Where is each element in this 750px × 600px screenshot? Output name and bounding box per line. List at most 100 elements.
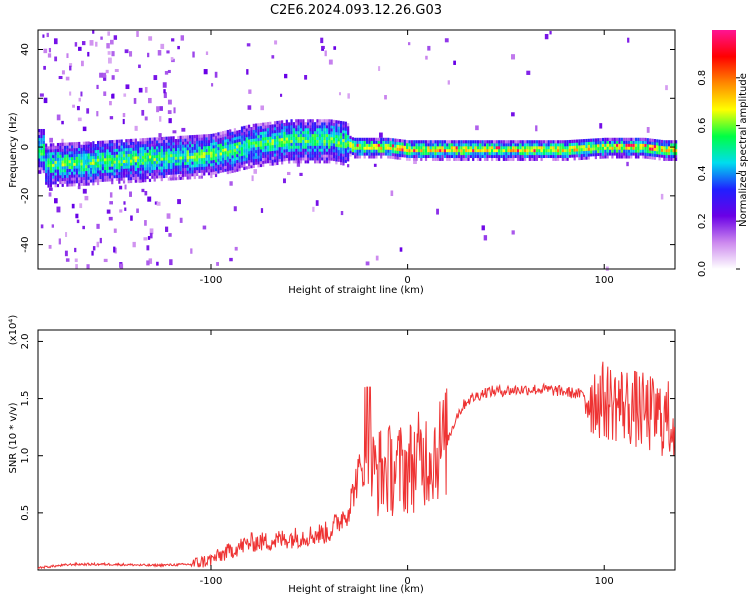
spectrogram-cell bbox=[259, 134, 262, 138]
spectrogram-cell bbox=[229, 167, 232, 171]
spectrogram-noise-cell bbox=[246, 69, 249, 75]
spectrogram-cell bbox=[40, 140, 43, 144]
spectrogram-cell bbox=[188, 152, 192, 156]
spectrogram-noise-cell bbox=[321, 45, 325, 50]
spectrogram-cell bbox=[413, 151, 416, 156]
spectrogram-cell bbox=[170, 151, 173, 155]
spectrogram-cell bbox=[408, 143, 411, 147]
spectrogram-cell bbox=[476, 140, 480, 144]
spectrogram-cell bbox=[122, 151, 126, 155]
spectrogram-cell bbox=[45, 143, 48, 147]
spectrogram-cell bbox=[193, 172, 196, 177]
spectrogram-cell bbox=[134, 164, 137, 169]
spectrogram-noise-cell bbox=[122, 113, 126, 118]
spectrogram-cell bbox=[538, 146, 541, 150]
spectrogram-cell bbox=[259, 149, 262, 153]
spectrogram-cell bbox=[646, 138, 649, 142]
spectrogram-cell bbox=[155, 175, 159, 179]
spectrogram-cell bbox=[92, 179, 95, 183]
x-tick-label: -100 bbox=[200, 576, 223, 587]
spectrogram-cell bbox=[210, 133, 213, 138]
spectrogram-cell bbox=[250, 132, 253, 137]
spectrogram-cell bbox=[49, 157, 52, 162]
spectrogram-cell bbox=[273, 147, 277, 151]
spectrogram-cell bbox=[222, 151, 225, 155]
spectrogram-cell bbox=[540, 146, 543, 150]
spectrogram-cell bbox=[148, 172, 152, 177]
y-tick-label: -20 bbox=[20, 188, 31, 204]
spectrogram-cell bbox=[137, 155, 140, 160]
spectrogram-cell bbox=[344, 133, 347, 137]
spectrogram-cell bbox=[191, 167, 194, 171]
spectrogram-cell bbox=[127, 162, 130, 166]
spectrogram-cell bbox=[646, 146, 649, 151]
spectrogram-cell bbox=[47, 146, 50, 150]
spectrogram-cell bbox=[582, 153, 586, 157]
colorbar-tick-label: 0.6 bbox=[697, 118, 708, 134]
spectrogram-cell bbox=[71, 145, 74, 149]
spectrogram-cell bbox=[113, 148, 116, 152]
spectrogram-cell bbox=[441, 154, 444, 159]
spectrogram-cell bbox=[250, 150, 253, 154]
spectrogram-cell bbox=[167, 142, 170, 146]
spectrogram-cell bbox=[104, 155, 107, 159]
spectrogram-cell bbox=[552, 146, 555, 150]
spectrogram-cell bbox=[441, 140, 444, 144]
spectrogram-cell bbox=[476, 151, 480, 156]
spectrogram-noise-cell bbox=[74, 258, 78, 263]
y-tick-label: 0 bbox=[20, 144, 31, 150]
spectrogram-cell bbox=[304, 157, 307, 161]
spectrogram-cell bbox=[264, 139, 267, 144]
spectrogram-cell bbox=[512, 151, 515, 156]
spectrogram-cell bbox=[59, 151, 62, 155]
spectrogram-cell bbox=[285, 146, 288, 150]
spectrogram-cell bbox=[554, 157, 557, 161]
spectrogram-cell bbox=[462, 143, 465, 147]
spectrogram-cell bbox=[623, 152, 626, 156]
spectrogram-cell bbox=[264, 157, 267, 161]
spectrogram-cell bbox=[571, 139, 574, 144]
spectrogram-cell bbox=[549, 140, 553, 144]
spectrogram-cell bbox=[339, 147, 343, 151]
spectrogram-cell bbox=[535, 146, 539, 150]
spectrogram-cell bbox=[417, 140, 421, 144]
spectrogram-cell bbox=[236, 136, 239, 140]
spectrogram-cell bbox=[321, 136, 324, 140]
spectrogram-cell bbox=[337, 155, 340, 159]
spectrogram-cell bbox=[526, 154, 529, 159]
spectrogram-cell bbox=[448, 151, 451, 156]
spectrogram-cell bbox=[344, 153, 347, 158]
spectrogram-cell bbox=[257, 134, 260, 139]
spectrogram-cell bbox=[465, 143, 468, 147]
spectrogram-cell bbox=[356, 152, 359, 156]
spectrogram-cell bbox=[328, 139, 331, 143]
spectrogram-cell bbox=[160, 175, 163, 179]
spectrogram-cell bbox=[427, 146, 430, 150]
spectrogram-cell bbox=[151, 149, 154, 153]
spectrogram-cell bbox=[512, 154, 515, 159]
spectrogram-cell bbox=[325, 125, 329, 129]
spectrogram-cell bbox=[68, 165, 71, 169]
spectrogram-cell bbox=[238, 153, 241, 157]
spectrogram-cell bbox=[186, 152, 189, 157]
spectrogram-cell bbox=[231, 166, 234, 171]
spectrogram-cell bbox=[568, 139, 572, 144]
spectrogram-cell bbox=[87, 141, 90, 145]
spectrogram-cell bbox=[217, 164, 220, 168]
spectrogram-cell bbox=[207, 160, 211, 164]
spectrogram-cell bbox=[155, 157, 159, 161]
spectrogram-cell bbox=[533, 157, 536, 161]
spectrogram-cell bbox=[200, 137, 203, 141]
spectrogram-cell bbox=[387, 143, 390, 147]
spectrogram-noise-cell bbox=[119, 209, 123, 213]
spectrogram-cell bbox=[92, 149, 95, 154]
spectrogram-cell bbox=[238, 167, 241, 172]
spectrogram-cell bbox=[104, 160, 107, 165]
spectrogram-cell bbox=[514, 151, 517, 156]
spectrogram-noise-cell bbox=[61, 120, 64, 125]
spectrogram-cell bbox=[231, 134, 234, 138]
spectrogram-cell bbox=[481, 148, 484, 153]
spectrogram-cell bbox=[295, 136, 298, 140]
spectrogram-cell bbox=[380, 152, 383, 156]
spectrogram-cell bbox=[295, 119, 298, 123]
